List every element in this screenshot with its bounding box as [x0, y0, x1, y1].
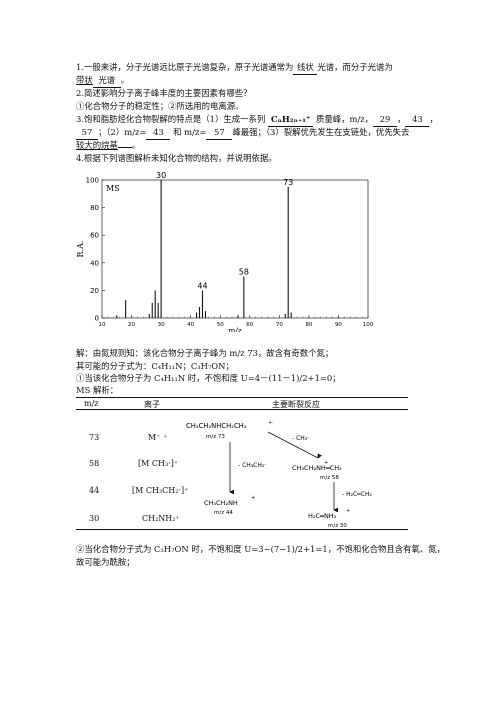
y-axis-label: R.A.: [76, 241, 85, 258]
y-tick-label: 60: [90, 232, 99, 240]
solution-line2: 其可能的分子式为：C₄H₁₁N；C₃H₇ON；: [76, 361, 234, 371]
y-tick-label: 20: [90, 287, 99, 295]
arrow-to-58: [267, 431, 322, 459]
loss-ethyl: - CH₃CH₂·: [238, 462, 266, 469]
y-tick-label: 0: [95, 315, 99, 323]
q3-blank-57: 57: [76, 126, 98, 140]
parent-ion-mz: m/z 73: [206, 434, 225, 440]
table-header-reaction: 主要断裂反应: [272, 400, 320, 409]
table-top-rule: [76, 397, 408, 398]
table-row-73-ion: M⁻ ⁺: [148, 433, 168, 442]
peak-label: 30: [156, 172, 166, 180]
solution-line5: ②当化合物分子式为 C₃H₇ON 时，不饱和度 U=3−(7−1)/2+1=1，…: [76, 544, 445, 554]
fragment-30-mz: m/z 30: [328, 523, 347, 529]
peak-label: 58: [239, 268, 249, 277]
x-tick-label: 30: [158, 322, 165, 328]
chart-title: MS: [106, 184, 120, 193]
loss-ethylene: - H₂C═CH₂: [342, 491, 372, 498]
solution-line3: ①当该化合物分子为 C₄H₁₁N 时，不饱和度 U=4－(11－1)/2+1=0…: [76, 373, 341, 383]
chart-axes: 0 20 40 60 80 100 10 20 30 40 50 60 70 80 90 100: [86, 177, 374, 329]
table-header-rule: [76, 409, 408, 410]
x-tick-label: 70: [276, 322, 283, 328]
mass-spectrum-chart: 0 20 40 60 80 100 10 20 30 40 50 60 70 80 90 100 MS R.A.…: [76, 172, 374, 332]
table-row-44-mz: 44: [89, 486, 100, 495]
table-header-ion: 离子: [144, 400, 160, 409]
q3-blank-alkyl: 较大的烷基: [76, 140, 118, 150]
q3-blank-tail: [117, 147, 132, 148]
x-tick-label: 80: [305, 322, 312, 328]
fragment-58-charge: +: [324, 460, 328, 466]
x-tick-label: 20: [128, 322, 135, 328]
q3-text-2c: 峰最强；（3）裂解优先发生在支链处，优先失去: [232, 127, 410, 137]
x-tick-label: 40: [187, 322, 194, 328]
q3-blank-43b: 43: [146, 126, 171, 140]
table-row-73-mz: 73: [89, 433, 100, 442]
q3-line3: 较大的烷基 。: [76, 139, 422, 152]
q3-text-2b: 和 m/z=: [173, 127, 207, 137]
fragment-58-mz: m/z 58: [320, 475, 339, 481]
x-tick-label: 100: [363, 322, 374, 328]
q3-text: 3.饱和脂肪烃化合物裂解的特点是（1）生成一系列: [76, 114, 266, 124]
q3-blank-43: 43: [405, 113, 430, 127]
q1-blank-2-pre: 带状: [76, 75, 93, 85]
y-tick-label: 80: [90, 204, 99, 212]
q1-end: 。: [120, 75, 130, 85]
table-bottom-rule: [76, 529, 408, 530]
y-tick-label: 100: [86, 177, 99, 185]
fragment-30: H₂C═NH₂: [308, 512, 337, 520]
fragment-30-charge: +: [346, 508, 350, 514]
q1-line1: 1.一般来讲，分子光谱远比原子光谱复杂，原子光谱通常为 线状 光谱，而分子光谱为: [76, 61, 422, 75]
q3-text-mid: 质量峰，m/z，: [316, 114, 374, 124]
loss-ch3: - CH₃·: [292, 435, 309, 442]
fragment-58: CH₃CH₂NH═CH₂: [292, 464, 342, 472]
q1-blank-2: 光谱: [92, 74, 121, 88]
chart-labels: MS R.A. m/z 30 44 58 73: [76, 172, 293, 332]
table-row-58-ion: [M CH₃·]⁺: [138, 459, 179, 468]
q3-formula: CₙH₂ₙ₊₁⁺: [267, 113, 314, 127]
fragment-44-mz: m/z 44: [214, 510, 233, 516]
table-row-44-ion: [M CH₃CH₂·]⁺: [132, 486, 189, 495]
q1-text: 1.一般来讲，分子光谱远比原子光谱复杂，原子光谱通常为: [76, 62, 294, 72]
x-axis-label: m/z: [228, 326, 242, 332]
y-tick-label: 40: [90, 259, 99, 267]
plot-frame: [101, 179, 369, 319]
q1-blank-1: 线状: [293, 61, 318, 75]
table-row-58-mz: 58: [89, 459, 100, 468]
parent-ion-charge: +·: [268, 420, 274, 426]
solution-line1: 解：由氮规则知：该化合物分子离子峰为 m/z 73，故含有奇数个氮；: [76, 348, 334, 358]
fragmentation-scheme: CH₃CH₂NHCH₂CH₃ +· m/z 73 - CH₃· - CH₃CH₂…: [186, 420, 372, 529]
table-row-30-ion: CH₂NH₂⁺: [142, 514, 180, 523]
q1-text-mid: 光谱，而分子光谱为: [317, 62, 393, 72]
q3-line2: 57 ；（2）m/z= 43 和 m/z= 57 峰最强；（3）裂解优先发生在支链处，优…: [76, 126, 422, 140]
q3-text-2a: ；（2）m/z=: [98, 127, 147, 137]
x-tick-label: 60: [246, 322, 253, 328]
q3-blank-57b: 57: [206, 126, 233, 140]
x-tick-label: 50: [217, 322, 224, 328]
fragment-44-charge: +: [251, 495, 255, 501]
x-tick-label: 90: [335, 322, 342, 328]
q2-answer: ①化合物分子的稳定性；②所选用的电离源。: [76, 101, 244, 111]
table-row-30-mz: 30: [89, 514, 100, 523]
x-tick-label: 10: [99, 322, 106, 328]
peak-label: 73: [283, 178, 293, 187]
chart-bars: [116, 180, 292, 318]
q1-line2: 带状 光谱。: [76, 74, 422, 88]
peak-label: 44: [197, 281, 207, 290]
q2-question: 2.简述影响分子离子峰丰度的主要因素有哪些？: [76, 88, 252, 98]
solution-line6: 故可能为酰胺；: [76, 557, 135, 567]
q3-end: 。: [131, 140, 141, 150]
solution-line4: MS 解析：: [76, 385, 119, 395]
table-header-mz: m/z: [84, 399, 99, 408]
parent-ion: CH₃CH₂NHCH₂CH₃: [186, 422, 247, 430]
q4-question: 4.根据下列谱图解析未知化合物的结构，并说明依据。: [76, 153, 277, 163]
q3-line1: 3.饱和脂肪烃化合物裂解的特点是（1）生成一系列 CₙH₂ₙ₊₁⁺ 质量峰，m/…: [76, 113, 438, 127]
fragment-44: CH₃CH₂NH: [204, 499, 238, 507]
q3-blank-29: 29: [373, 113, 398, 127]
